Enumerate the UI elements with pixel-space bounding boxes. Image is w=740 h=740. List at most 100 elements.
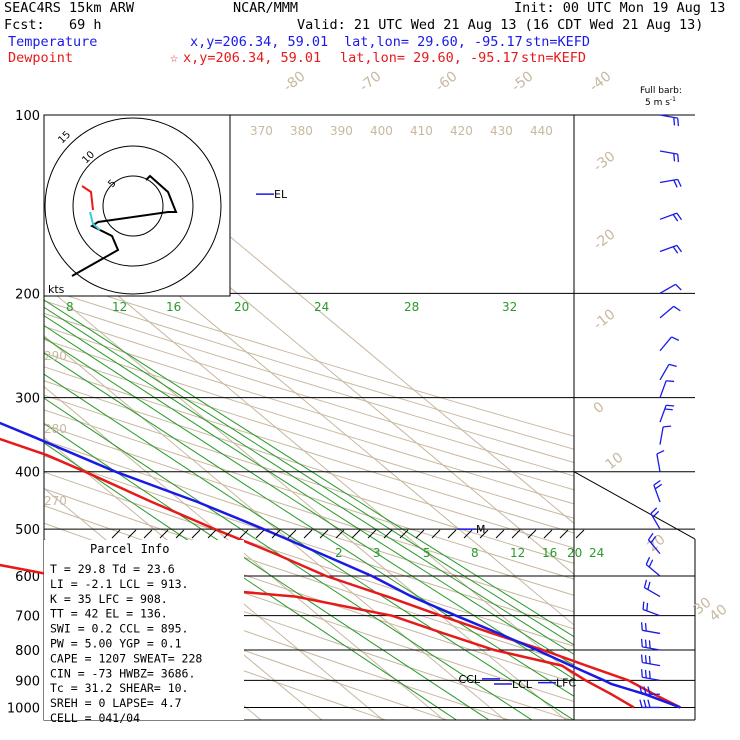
wind-barb [659,114,680,127]
wind-barb [640,669,661,681]
wind-barb-staff [642,629,661,635]
wind-barb-flag [643,699,647,708]
wind-barb-flag [668,363,677,368]
wind-barb-flag [646,602,649,611]
wind-barb-flag [644,669,647,678]
wind-barb-flag [653,479,661,486]
wind-barb-flag [640,654,643,663]
wind-barb-flag [648,559,654,568]
dry-adiabat-line [44,439,574,613]
pressure-tick-label: 100 [15,109,40,124]
isotherm-label: -30 [591,148,619,175]
hatch-mark [543,529,553,539]
hatch-mark [495,529,505,539]
hatch-mark [351,529,361,539]
isotherm-line [44,284,567,720]
dry-adiabat-line [44,339,574,505]
wind-barb-staff [644,587,661,598]
hodograph-trace [71,174,178,277]
hatch-mark [159,529,169,539]
wind-barb-staff [653,484,661,503]
theta-label: 280 [44,422,67,436]
wind-barb-flag [675,283,682,291]
wind-barb-staff [659,380,667,398]
barb-panel-edge [573,471,696,540]
wind-barb-flag [656,449,665,455]
hatch-mark [335,529,345,539]
mixing-ratio-label: 20 [234,300,249,314]
dewpoint-latlon: lat,lon= 29.60, -95.17 [340,50,519,66]
dry-adiabat-line [44,275,574,437]
sounding-series: EL M CCL LCL LFC [0,188,681,709]
isotherm-label: -70 [357,68,385,95]
temperature-latlon: lat,lon= 29.60, -95.17 [344,34,523,50]
level-marker-label: CCL [459,673,481,686]
mixing-ratio-label: 24 [589,546,604,560]
wind-barb [659,404,675,423]
series-line-temperature [0,437,681,709]
pressure-tick-label: 700 [15,610,40,625]
wind-barb-flag [676,212,683,221]
wind-barb [639,699,660,709]
wind-barb-staff [642,676,661,681]
wind-barb-flag [677,179,682,187]
wind-barb-flag [647,699,651,708]
wind-barb [659,244,683,254]
wind-barb-staff [659,283,676,294]
theta-label: 290 [44,349,67,363]
parcel-info-line: SWI = 0.2 CCL = 895. [50,622,188,636]
mixing-ratio-label: 8 [66,300,74,314]
wind-barb-flag [672,214,679,222]
wind-barb-flag [673,305,681,312]
wind-barb-flag [663,425,672,428]
hatch-mark [175,529,185,539]
wind-barb [659,283,682,294]
wind-barb-staff [647,539,661,555]
barb-note-exponent: -1 [669,96,676,103]
temperature-legend-label: Temperature [8,34,98,50]
pressure-tick-label: 400 [15,466,40,481]
dry-adiabat-line [44,424,574,596]
mixing-ratio-label: 3 [373,546,381,560]
dewpoint-legend-label: Dewpoint [8,50,74,66]
theta-label: 410 [410,124,433,138]
isotherm-label: -80 [281,68,309,95]
wind-barb-flag [640,669,643,678]
pressure-tick-label: 300 [15,392,40,407]
hatch-mark [239,529,249,539]
wind-barb [656,449,665,472]
wind-barb-flag [644,639,647,648]
hatch-mark [511,529,521,539]
wind-barb-staff [659,305,675,319]
wind-barb-staff [650,513,661,530]
wind-barb [659,150,680,163]
dry-adiabat-line [44,578,448,720]
hatch-mark [559,529,569,539]
wind-barb-flag [642,601,645,610]
parcel-info-box: Parcel Info T = 29.8 Td = 23.6LI = -2.1 L… [44,529,585,725]
hatch-mark [143,529,153,539]
hatch-mark [303,529,313,539]
parcel-info-line: T = 29.8 Td = 23.6 [50,562,175,576]
dewpoint-star-icon: ☆ [170,50,179,66]
level-marker-label: LFC [556,677,576,690]
pressure-tick-label: 900 [15,674,40,689]
wind-barb [659,363,677,381]
wind-barb-staff [642,661,661,667]
mixing-ratio-line [44,397,533,720]
mixing-ratio-label: 5 [423,546,431,560]
theta-label: 430 [490,124,513,138]
hatch-mark [111,529,121,539]
wind-barb-staff [642,646,661,651]
dry-adiabat-line [44,409,574,580]
dry-adiabat-line [44,312,574,477]
mixing-ratio-label: 8 [471,546,479,560]
dry-adiabat-line [44,597,386,720]
wind-barb-flag [673,117,676,126]
hatch-mark [431,529,441,539]
wind-barb-flag [677,118,680,127]
wind-barb-flag [652,510,660,518]
model-name: SEAC4RS 15km ARW [4,0,135,16]
forecast-hour: Fcst: 69 h [4,17,102,33]
wind-barb-flag [671,336,680,341]
